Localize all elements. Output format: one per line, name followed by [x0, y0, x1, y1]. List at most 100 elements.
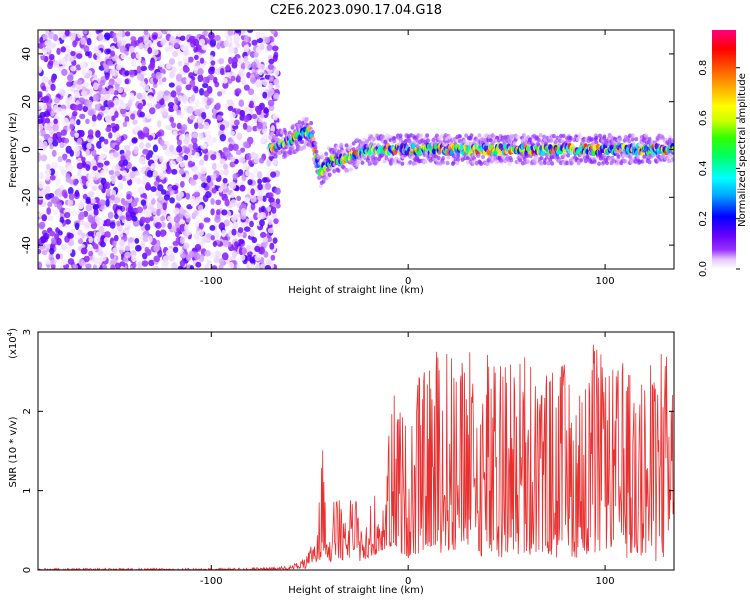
heatmap-cell: [153, 180, 160, 187]
heatmap-cell: [178, 168, 185, 175]
heatmap-cell: [160, 38, 167, 46]
x-tick-label: 0: [405, 276, 411, 287]
heatmap-cell: [46, 125, 52, 131]
heatmap-cell: [76, 137, 83, 145]
heatmap-cell: [114, 110, 119, 119]
heatmap-cell: [57, 156, 63, 163]
heatmap-cell: [47, 137, 53, 145]
heatmap-cell: [214, 231, 220, 238]
heatmap-cell: [86, 99, 93, 107]
heatmap-cell: [111, 68, 118, 77]
heatmap-cell: [249, 100, 254, 108]
heatmap-cell: [210, 198, 215, 205]
heatmap-cell: [268, 135, 273, 140]
heatmap-cell: [313, 141, 318, 146]
heatmap-cell: [61, 68, 68, 76]
heatmap-cell: [96, 55, 102, 63]
heatmap-cell: [173, 42, 180, 48]
heatmap-cell: [179, 259, 186, 267]
heatmap-cell: [46, 207, 52, 215]
heatmap-cell: [110, 228, 118, 235]
heatmap-cell: [77, 203, 84, 210]
heatmap-cell: [185, 254, 192, 262]
heatmap-cell: [179, 180, 185, 188]
heatmap-cell: [157, 184, 164, 192]
y-axis-ticks: 0 1 2 3: [22, 329, 674, 573]
heatmap-cell: [70, 34, 76, 41]
heatmap-cell: [183, 66, 190, 73]
heatmap-cell: [122, 121, 128, 128]
heatmap-cell: [96, 258, 102, 266]
y-tick-label: -40: [20, 236, 33, 254]
heatmap-cell: [147, 235, 153, 244]
heatmap-cell: [561, 133, 566, 139]
heatmap-cell: [113, 37, 119, 43]
heatmap-cell: [227, 30, 234, 36]
heatmap-cell: [108, 169, 115, 176]
heatmap-cell: [102, 146, 109, 153]
heatmap-cell: [209, 224, 216, 231]
heatmap-cell: [80, 37, 86, 45]
heatmap-cell: [73, 91, 80, 99]
heatmap-cell: [270, 30, 276, 35]
heatmap-cell: [170, 122, 177, 128]
heatmap-cell: [152, 265, 159, 269]
heatmap-cell: [171, 261, 178, 269]
y-tick-label: 0: [20, 146, 33, 153]
heatmap-cell: [255, 31, 261, 40]
heatmap-cell: [42, 34, 48, 40]
heatmap-cell: [152, 144, 159, 153]
heatmap-cell: [144, 42, 149, 51]
heatmap-cell: [262, 195, 267, 202]
heatmap-cell: [113, 197, 121, 204]
heatmap-cell: [516, 135, 521, 140]
heatmap-cell: [38, 66, 42, 74]
heatmap-cell: [270, 254, 276, 261]
heatmap-cell: [229, 181, 237, 190]
heatmap-cell: [203, 90, 210, 97]
heatmap-cell: [218, 222, 226, 231]
heatmap-cell: [113, 234, 119, 242]
heatmap-cell: [100, 105, 106, 111]
heatmap-cell: [176, 145, 183, 153]
heatmap-cell: [50, 259, 57, 265]
heatmap-cell: [60, 243, 68, 251]
heatmap-cell: [72, 104, 80, 111]
heatmap-cell: [90, 171, 96, 178]
heatmap-cell: [128, 69, 135, 75]
x-tick-label: -100: [200, 276, 223, 287]
y-axis-ticks: -40 -20 0 20 40: [20, 47, 674, 254]
heatmap-cell: [131, 261, 137, 269]
heatmap-cell: [105, 126, 112, 133]
heatmap-cell: [262, 91, 268, 99]
heatmap-cell: [423, 159, 428, 164]
heatmap-cell: [77, 169, 82, 177]
heatmap-cell: [333, 147, 338, 152]
multiplier-exponent: 4: [6, 331, 14, 336]
heatmap-cell: [114, 213, 119, 220]
heatmap-cell: [106, 48, 112, 54]
heatmap-cell: [221, 182, 228, 190]
heatmap-cell: [62, 153, 67, 161]
heatmap-cell: [169, 160, 176, 168]
heatmap-cell: [272, 54, 278, 62]
heatmap-cell: [142, 148, 149, 155]
heatmap-cell: [270, 131, 275, 137]
heatmap-cell: [74, 189, 80, 197]
heatmap-cell: [121, 200, 129, 206]
y-tick-label: 2: [22, 408, 33, 414]
heatmap-cell: [225, 64, 231, 71]
heatmap-cell: [112, 240, 117, 247]
heatmap-cell: [116, 78, 123, 85]
heatmap-cell: [119, 265, 125, 269]
heatmap-cell: [327, 172, 332, 178]
heatmap-cell: [109, 221, 116, 229]
heatmap-cell: [264, 264, 272, 269]
heatmap-cell: [155, 71, 162, 80]
heatmap-cell: [240, 208, 247, 216]
heatmap-cell: [163, 234, 169, 241]
heatmap-cell: [270, 125, 276, 133]
heatmap-cell: [125, 172, 131, 181]
heatmap-cell: [124, 251, 131, 259]
heatmap-cell: [42, 141, 48, 149]
